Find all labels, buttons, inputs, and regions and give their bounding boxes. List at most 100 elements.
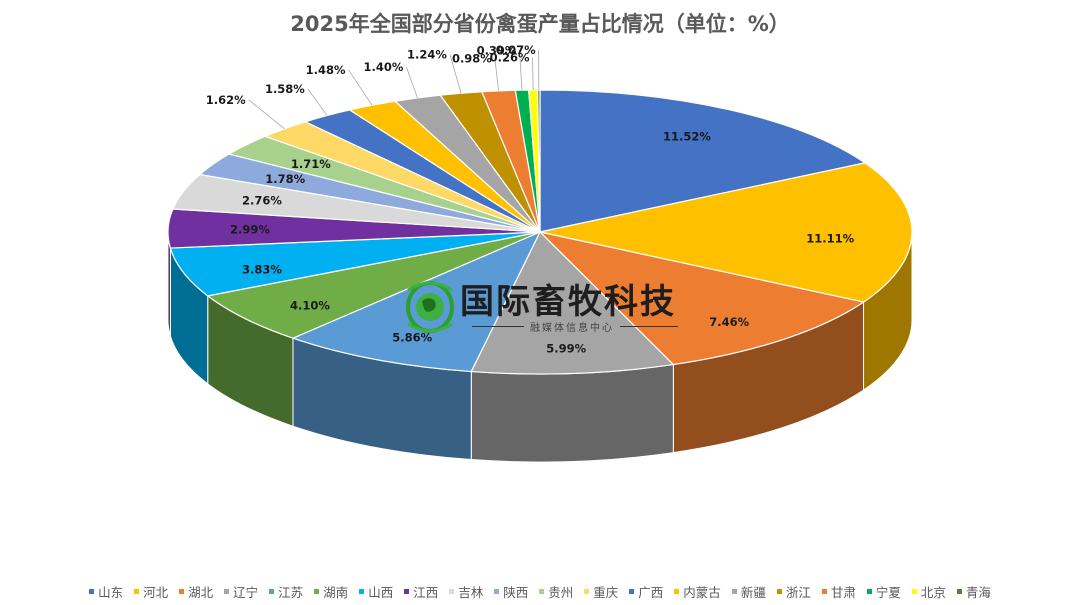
- data-label-辽宁: 5.99%: [546, 341, 586, 355]
- pie-slice-辽宁: [470, 230, 675, 375]
- legend-label: 湖北: [188, 585, 214, 600]
- watermark: 国际畜牧科技 融媒体信息中心: [400, 272, 700, 338]
- leader-line-甘肃: [494, 58, 499, 91]
- data-label-广西: 1.58%: [265, 82, 305, 96]
- data-label-甘肃: 0.98%: [452, 51, 492, 65]
- legend-item-江西: 江西: [404, 582, 438, 601]
- leader-line-重庆: [248, 99, 285, 130]
- leader-line-宁夏: [519, 50, 523, 91]
- legend-label: 甘肃: [830, 585, 856, 600]
- legend-label: 山西: [368, 585, 394, 600]
- legend-swatch: [674, 589, 680, 594]
- legend-item-湖南: 湖南: [314, 582, 348, 601]
- legend-swatch: [224, 589, 230, 594]
- data-label-江西: 2.99%: [230, 222, 270, 236]
- watermark-line-left: [472, 326, 524, 327]
- legend-item-山东: 山东: [89, 582, 123, 601]
- pie-slice-山西: [169, 231, 541, 297]
- legend-label: 吉林: [458, 585, 484, 600]
- legend-item-甘肃: 甘肃: [821, 582, 856, 601]
- legend-swatch: [134, 589, 140, 594]
- legend-swatch: [494, 589, 500, 594]
- legend-item-内蒙古: 内蒙古: [674, 582, 721, 601]
- data-label-江苏: 5.86%: [392, 331, 432, 345]
- legend-item-青海: 青海: [956, 582, 991, 601]
- globe-logo-icon: [406, 281, 454, 333]
- legend-swatch: [89, 589, 95, 594]
- chart-title: 2025年全国部分省份禽蛋产量占比情况（单位：%）: [290, 12, 790, 36]
- pie-slice-青海: [536, 89, 541, 233]
- data-label-宁夏: 0.39%: [477, 43, 517, 57]
- data-label-陕西: 1.78%: [265, 172, 305, 186]
- legend-item-广西: 广西: [629, 582, 663, 601]
- legend-swatch: [956, 589, 962, 594]
- legend-swatch: [449, 589, 455, 594]
- data-label-河北: 11.11%: [806, 232, 854, 246]
- legend-item-重庆: 重庆: [584, 582, 618, 601]
- legend-swatch: [911, 589, 917, 594]
- legend-swatch: [179, 589, 185, 594]
- leader-line-新疆: [406, 66, 418, 99]
- leader-line-内蒙古: [348, 69, 373, 106]
- legend-label: 山东: [98, 585, 124, 600]
- legend-item-陕西: 陕西: [494, 582, 528, 601]
- pie-slice-河北: [539, 162, 913, 303]
- legend-item-辽宁: 辽宁: [224, 582, 258, 601]
- legend-label: 广西: [638, 585, 664, 600]
- legend-swatch: [584, 589, 590, 594]
- watermark-text: 国际畜牧科技: [460, 282, 676, 322]
- legend-label: 湖南: [323, 585, 349, 600]
- legend-swatch: [866, 589, 872, 594]
- legend-label: 内蒙古: [683, 585, 721, 600]
- legend-item-湖北: 湖北: [179, 582, 213, 601]
- legend-item-山西: 山西: [359, 582, 393, 601]
- legend-swatch: [776, 589, 782, 594]
- data-label-重庆: 1.62%: [206, 93, 246, 107]
- legend-item-浙江: 浙江: [776, 582, 811, 601]
- legend-item-北京: 北京: [911, 582, 946, 601]
- data-label-湖南: 4.10%: [290, 299, 330, 313]
- legend-item-吉林: 吉林: [449, 582, 483, 601]
- pie-chart: 11.52% 11.11% 7.46% 5.99% 5.86% 4.10% 3.83% 2.9…: [167, 43, 913, 463]
- legend-label: 浙江: [785, 585, 811, 600]
- legend-label: 新疆: [740, 585, 766, 600]
- leader-line-北京: [532, 57, 534, 91]
- pie-slice-江苏: [291, 230, 542, 373]
- legend-swatch: [629, 589, 635, 594]
- legend-label: 陕西: [503, 585, 529, 600]
- leader-line-浙江: [449, 54, 462, 94]
- legend-label: 江苏: [278, 585, 304, 600]
- data-label-山西: 3.83%: [242, 263, 282, 277]
- data-labels: 11.52% 11.11% 7.46% 5.99% 5.86% 4.10% 3.83% 2.9…: [206, 43, 855, 355]
- pie-slices: [167, 89, 913, 375]
- legend-item-宁夏: 宁夏: [866, 582, 901, 601]
- legend-swatch: [821, 589, 827, 594]
- pie-slice-湖北: [538, 230, 866, 366]
- legend-swatch: [404, 589, 410, 594]
- data-label-山东: 11.52%: [663, 130, 711, 144]
- pie-slice-山东: [539, 89, 867, 233]
- data-label-北京: 0.26%: [490, 50, 530, 64]
- legend-swatch: [359, 589, 365, 594]
- legend-label: 重庆: [593, 585, 619, 600]
- legend-swatch: [539, 589, 545, 594]
- pie-sides: [167, 231, 913, 463]
- leader-line-广西: [307, 88, 328, 116]
- legend-label: 北京: [920, 585, 946, 600]
- legend-item-新疆: 新疆: [731, 582, 766, 601]
- legend-item-河北: 河北: [134, 582, 168, 601]
- data-label-吉林: 2.76%: [242, 193, 282, 207]
- watermark-line-right: [620, 326, 678, 327]
- data-label-青海: 0.07%: [496, 43, 536, 57]
- legend-item-江苏: 江苏: [269, 582, 303, 601]
- legend-label: 江西: [413, 585, 439, 600]
- legend-label: 贵州: [548, 585, 574, 600]
- legend-swatch: [731, 589, 737, 594]
- data-label-湖北: 7.46%: [709, 315, 749, 329]
- data-label-贵州: 1.71%: [291, 157, 331, 171]
- legend-label: 宁夏: [875, 585, 901, 600]
- data-label-浙江: 1.24%: [407, 47, 447, 61]
- legend-label: 河北: [143, 585, 169, 600]
- watermark-subtitle: 融媒体信息中心: [530, 323, 614, 334]
- legend-item-贵州: 贵州: [539, 582, 573, 601]
